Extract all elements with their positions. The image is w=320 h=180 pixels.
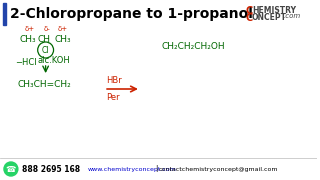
Bar	[3, 3, 6, 25]
Text: δ-: δ-	[43, 26, 50, 32]
Text: HEMISTRY: HEMISTRY	[252, 6, 296, 15]
Text: CH₃CH=CH₂: CH₃CH=CH₂	[18, 80, 72, 89]
Text: ☎: ☎	[6, 165, 16, 174]
Text: C: C	[246, 6, 253, 16]
Circle shape	[4, 162, 18, 176]
Text: |: |	[155, 165, 157, 172]
Text: δ+: δ+	[57, 26, 68, 32]
Text: ONCEPT: ONCEPT	[252, 13, 287, 22]
Text: δ+: δ+	[25, 26, 35, 32]
Text: www.chemistryconcept.com: www.chemistryconcept.com	[87, 166, 176, 172]
Text: 888 2695 168: 888 2695 168	[22, 165, 80, 174]
Text: .com: .com	[284, 13, 301, 19]
Text: Cl: Cl	[42, 46, 49, 55]
Text: Per: Per	[106, 93, 120, 102]
Text: HBr: HBr	[106, 76, 122, 85]
Text: −HCl: −HCl	[15, 57, 36, 66]
Text: alc.KOH: alc.KOH	[38, 55, 70, 64]
Text: C: C	[246, 13, 253, 23]
Text: CH₂CH₂CH₂OH: CH₂CH₂CH₂OH	[162, 42, 225, 51]
Text: CH₃: CH₃	[20, 35, 36, 44]
Text: contactchemistryconcept@gmail.com: contactchemistryconcept@gmail.com	[159, 166, 278, 172]
Text: CH: CH	[38, 35, 51, 44]
Text: 2-Chloropropane to 1-propanol: 2-Chloropropane to 1-propanol	[10, 7, 253, 21]
Text: CH₃: CH₃	[54, 35, 71, 44]
